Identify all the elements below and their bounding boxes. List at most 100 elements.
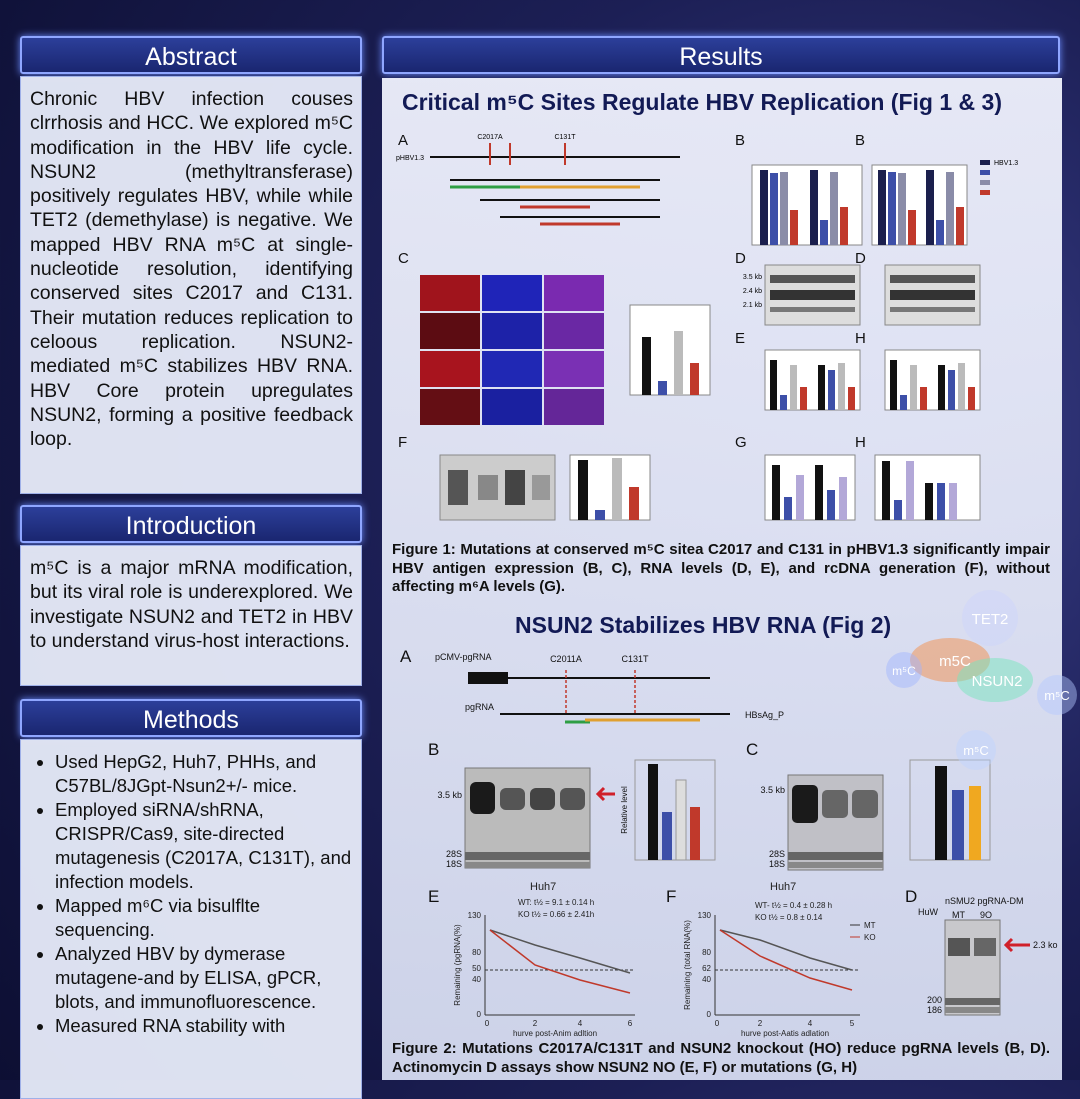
label: D xyxy=(855,250,866,267)
shape xyxy=(948,938,970,956)
label: TET2 xyxy=(972,611,1009,628)
shape xyxy=(482,389,542,425)
shape xyxy=(770,275,855,283)
label: hurve post-Aatis adlation xyxy=(741,1029,829,1038)
label: C2017A xyxy=(477,134,503,141)
shape xyxy=(465,852,590,860)
shape xyxy=(642,337,651,395)
label: F xyxy=(666,887,676,906)
shape: HuW nSMU2 pgRNA-DM MT 9O 2.3 ko 200 186 xyxy=(918,896,1058,1015)
shape xyxy=(770,360,777,410)
shape xyxy=(439,454,651,521)
shape xyxy=(1003,937,1030,953)
shape xyxy=(969,786,981,860)
shape xyxy=(827,490,835,520)
shape xyxy=(790,210,798,245)
label: Remaining (pgRNA(%) xyxy=(453,924,462,1006)
shape xyxy=(900,395,907,410)
figure1: A B B C D D E H F G H pHBV1.3 C2017A C13… xyxy=(396,132,1018,521)
shape xyxy=(828,370,835,410)
methods-item: Used HepG2, Huh7, PHHs, and C57BL/8JGpt-… xyxy=(55,750,353,798)
label: H xyxy=(855,330,866,347)
shape: Huh7 WT: t½ = 9.1 ± 0.14 h KO t½ = 0.66 … xyxy=(453,881,633,1038)
label: WT- t½ = 0.4 ± 0.28 h xyxy=(755,901,832,910)
label: 40 xyxy=(472,975,481,984)
shape xyxy=(530,788,555,810)
shape xyxy=(420,351,480,387)
shape xyxy=(764,454,981,521)
shape xyxy=(956,730,996,770)
label: E xyxy=(428,887,439,906)
shape xyxy=(634,759,716,861)
shape xyxy=(948,370,955,410)
shape xyxy=(690,363,699,395)
decor: TET2 m5C NSUN2 m⁵C m⁵C m⁵C xyxy=(886,590,1077,770)
shape xyxy=(420,389,480,425)
methods-title: Methods xyxy=(20,699,362,737)
label: 200 xyxy=(927,995,942,1005)
shape xyxy=(898,173,906,245)
shape xyxy=(838,363,845,410)
shape xyxy=(945,1007,1000,1013)
abstract-title: Abstract xyxy=(20,36,362,74)
shape xyxy=(980,190,990,195)
label: 2 xyxy=(758,1019,763,1028)
shape xyxy=(822,790,848,818)
label: 4 xyxy=(808,1019,813,1028)
shape xyxy=(909,759,991,861)
methods-item: Measured RNA stability with xyxy=(55,1014,353,1038)
shape: pCMV-pgRNA C2011A C131T pgRNA HBsAg_P xyxy=(435,652,784,720)
shape xyxy=(962,590,1018,646)
shape xyxy=(780,395,787,410)
shape xyxy=(489,143,566,165)
shape xyxy=(719,929,853,991)
label: 130 xyxy=(698,911,712,920)
shape xyxy=(764,349,981,411)
shape xyxy=(714,915,860,1016)
shape xyxy=(612,458,622,520)
methods-item: Analyzed HBV by dymerase mutagene-and by… xyxy=(55,942,353,1014)
shape xyxy=(974,938,996,956)
shape xyxy=(675,779,687,861)
shape xyxy=(478,475,498,500)
label: 40 xyxy=(702,975,711,984)
label: 0 xyxy=(707,1010,712,1019)
label: Huh7 xyxy=(770,881,796,893)
label: KO t½ = 0.8 ± 0.14 xyxy=(755,913,823,922)
label: 0 xyxy=(477,1010,482,1019)
label: B xyxy=(735,132,745,149)
shape xyxy=(719,929,853,971)
shape xyxy=(980,170,990,175)
results-title: Results xyxy=(382,36,1060,74)
shape xyxy=(839,477,847,520)
label: C2011A xyxy=(550,654,582,664)
shape xyxy=(926,170,934,245)
label: B xyxy=(428,740,439,759)
label: C131T xyxy=(621,654,649,664)
methods-item: Employed siRNA/shRNA, CRISPR/Cas9, site-… xyxy=(55,798,353,894)
shape xyxy=(937,483,945,520)
shape xyxy=(792,785,818,823)
shape xyxy=(818,365,825,410)
shape xyxy=(788,852,883,860)
shape: HBV1.3 xyxy=(751,160,1018,246)
shape xyxy=(935,766,947,860)
shape xyxy=(560,788,585,810)
label: m⁵C xyxy=(892,664,916,678)
shape xyxy=(848,387,855,410)
shape xyxy=(1037,675,1077,715)
figure2-caption: Figure 2: Mutations C2017A/C131T and NSU… xyxy=(392,1040,1050,1076)
figure1-caption: Figure 1: Mutations at conserved m⁵C sit… xyxy=(392,541,1050,595)
figure2: A B C E F D pCMV-pgRNA C2011A C131T pgRN… xyxy=(400,647,1058,1038)
label: 3.5 kb xyxy=(743,274,762,281)
shape xyxy=(980,160,990,165)
label: 62 xyxy=(702,964,711,973)
label: 5 xyxy=(850,1019,855,1028)
shape xyxy=(482,275,542,311)
shape xyxy=(800,387,807,410)
label: 50 xyxy=(472,964,481,973)
shape xyxy=(968,387,975,410)
shape xyxy=(482,313,542,349)
label: E xyxy=(735,330,745,347)
